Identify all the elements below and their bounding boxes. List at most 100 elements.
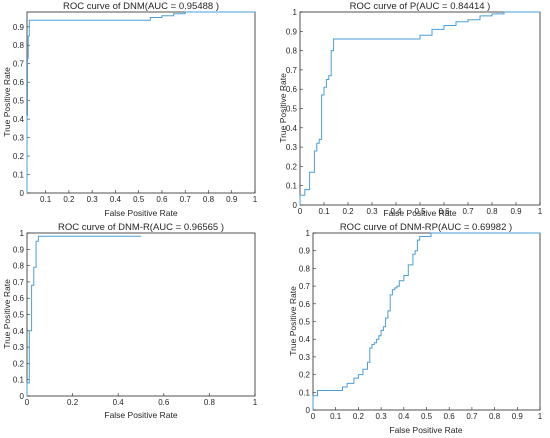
y-tick-label: 0.4: [13, 115, 25, 124]
y-tick-label: 0.1: [299, 388, 311, 397]
x-tick-label: 0.2: [67, 398, 79, 407]
x-tick-label: 0: [311, 412, 316, 421]
roc-curve-dnm-rp: [312, 232, 540, 410]
ticks-p: 0 0.1 0.2 0.3 0.4 0.5 0.6 0.7 0.8 0.9 1 0 0.1 0.2 0.3 0…: [286, 8, 543, 216]
x-tick-label: 0.2: [353, 412, 365, 421]
x-tick-label: 0.4: [398, 412, 410, 421]
y-tick-label: 0.2: [13, 152, 25, 161]
y-tick-label: 0.5: [286, 105, 298, 114]
plot-area-dnm: [26, 11, 256, 194]
roc-plot-dnm-rp: ROC curve of DNM-RP(AUC = 0.69982 ) Fals…: [288, 222, 543, 435]
x-tick-label: 1: [538, 412, 543, 421]
y-tick-label: 0.9: [13, 23, 25, 32]
y-tick-label: 0.2: [13, 359, 25, 368]
y-tick-label: 0.3: [13, 343, 25, 352]
x-tick-label: 0.3: [376, 412, 388, 421]
plot-area-dnm-r: [26, 232, 256, 397]
x-tick-label: 0.9: [510, 207, 522, 216]
y-tick-label: 0.3: [299, 353, 311, 362]
x-tick-label: 0.8: [489, 412, 501, 421]
roc-plot-dnm-r: ROC curve of DNM-R(AUC = 0.96565 ) False…: [2, 222, 258, 420]
y-tick-label: 0.9: [13, 245, 25, 254]
xlabel-p: False Positive Rate: [383, 208, 456, 218]
roc-plot-p: ROC curve of P(AUC = 0.84414 ) False Pos…: [278, 1, 543, 218]
ylabel-dnm: True Positive Rate: [2, 67, 12, 137]
x-tick-label: 0.9: [512, 412, 524, 421]
ylabel-dnm-r: True Positive Rate: [2, 279, 12, 349]
ticks-dnm-r: 0 0.2 0.4 0.6 0.8 1 0 0.1 0.2 0.3 0.4 0.5 0.6 0.7 0.8 0…: [13, 229, 258, 407]
x-tick-label: 0.4: [390, 207, 402, 216]
x-tick-label: 0.5: [133, 195, 145, 204]
y-tick-label: 0.8: [13, 262, 25, 271]
x-tick-label: 0.4: [110, 195, 122, 204]
y-tick-label: 0.3: [13, 134, 25, 143]
plot-area-p: [299, 11, 541, 206]
x-tick-label: 0.1: [318, 207, 330, 216]
y-tick-label: 0.1: [13, 171, 25, 180]
y-tick-label: 0.8: [286, 47, 298, 56]
xlabel-dnm-rp: False Positive Rate: [389, 425, 462, 435]
y-tick-label: 0.9: [286, 27, 298, 36]
y-tick-label: 0.7: [286, 66, 298, 75]
x-tick-label: 0.8: [204, 398, 216, 407]
ylabel-dnm-rp: True Positive Rate: [288, 286, 298, 356]
x-tick-label: 0.3: [366, 207, 378, 216]
x-tick-label: 0.6: [444, 412, 456, 421]
x-tick-label: 1: [253, 398, 258, 407]
x-tick-label: 0.2: [63, 195, 75, 204]
y-tick-label: 0: [20, 189, 25, 198]
xlabel-dnm: False Positive Rate: [104, 208, 177, 218]
x-tick-label: 0.2: [342, 207, 354, 216]
title-dnm-rp: ROC curve of DNM-RP(AUC = 0.69982 ): [340, 222, 512, 233]
x-tick-label: 0.1: [40, 195, 52, 204]
y-tick-label: 0.4: [299, 335, 311, 344]
x-tick-label: 0.1: [330, 412, 342, 421]
xlabel-dnm-r: False Positive Rate: [104, 410, 177, 420]
roc-plot-dnm: ROC curve of DNM(AUC = 0.95488 ) False P…: [2, 1, 258, 218]
x-tick-label: 0: [25, 398, 30, 407]
y-tick-label: 0.2: [286, 162, 298, 171]
x-tick-label: 0.6: [438, 207, 450, 216]
y-tick-label: 0.6: [286, 85, 298, 94]
y-tick-label: 0.1: [286, 182, 298, 191]
ylabel-p: True Positive Rate: [278, 73, 288, 143]
x-tick-label: 0.5: [414, 207, 426, 216]
x-tick-label: 0.3: [87, 195, 99, 204]
x-tick-label: 0.5: [421, 412, 433, 421]
x-tick-label: 0.7: [466, 412, 478, 421]
title-dnm-r: ROC curve of DNM-R(AUC = 0.96565 ): [58, 222, 224, 233]
y-tick-label: 0.7: [13, 60, 25, 69]
y-tick-label: 0.5: [13, 311, 25, 320]
x-tick-label: 1: [538, 207, 543, 216]
x-tick-label: 1: [253, 195, 258, 204]
y-tick-label: 0.6: [13, 294, 25, 303]
y-tick-label: 0: [20, 392, 25, 401]
y-tick-label: 0.4: [286, 124, 298, 133]
x-tick-label: 0.6: [158, 398, 170, 407]
roc-curve-dnm: [26, 11, 255, 193]
y-tick-label: 0.8: [299, 264, 311, 273]
roc-curve-dnm-r: [26, 235, 141, 396]
ticks-dnm-rp: 0 0.1 0.2 0.3 0.4 0.5 0.6 0.7 0.8 0.9 1 0 0.1 0.2 0.3 0…: [299, 229, 543, 421]
y-tick-label: 0.5: [13, 97, 25, 106]
x-tick-label: 0.7: [180, 195, 192, 204]
y-tick-label: 0.2: [299, 371, 311, 380]
y-tick-label: 0.6: [13, 78, 25, 87]
x-tick-label: 0.7: [462, 207, 474, 216]
y-tick-label: 0.9: [299, 247, 311, 256]
x-tick-label: 0.9: [226, 195, 238, 204]
title-dnm: ROC curve of DNM(AUC = 0.95488 ): [63, 1, 219, 12]
x-tick-label: 0.8: [203, 195, 215, 204]
y-tick-label: 1: [20, 229, 25, 238]
y-tick-label: 0.1: [13, 376, 25, 385]
y-tick-label: 1: [306, 229, 311, 238]
x-tick-label: 0.4: [113, 398, 125, 407]
y-tick-label: 0.3: [286, 143, 298, 152]
y-tick-label: 0.8: [13, 41, 25, 50]
plot-area-dnm-rp: [312, 232, 541, 411]
roc-curve-p: [299, 11, 540, 205]
y-tick-label: 0.6: [299, 300, 311, 309]
y-tick-label: 0.4: [13, 327, 25, 336]
y-tick-label: 1: [293, 8, 298, 17]
